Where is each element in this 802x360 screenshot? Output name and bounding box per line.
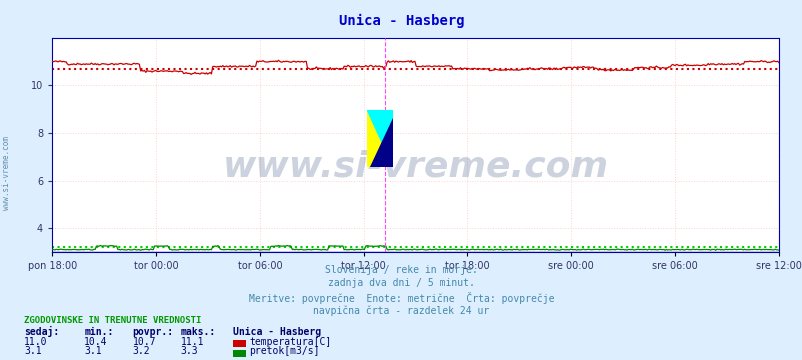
Text: navpična črta - razdelek 24 ur: navpična črta - razdelek 24 ur: [313, 306, 489, 316]
Text: www.si-vreme.com: www.si-vreme.com: [2, 136, 11, 210]
Text: 3.3: 3.3: [180, 346, 198, 356]
Text: povpr.:: povpr.:: [132, 327, 173, 337]
Text: www.si-vreme.com: www.si-vreme.com: [222, 149, 608, 183]
Text: 3.1: 3.1: [24, 346, 42, 356]
Text: 10.7: 10.7: [132, 337, 156, 347]
Text: maks.:: maks.:: [180, 327, 216, 337]
Text: ZGODOVINSKE IN TRENUTNE VREDNOSTI: ZGODOVINSKE IN TRENUTNE VREDNOSTI: [24, 316, 201, 325]
Text: Slovenija / reke in morje.: Slovenija / reke in morje.: [325, 265, 477, 275]
Text: 3.1: 3.1: [84, 346, 102, 356]
Text: Unica - Hasberg: Unica - Hasberg: [233, 327, 321, 337]
Text: 3.2: 3.2: [132, 346, 150, 356]
Text: Meritve: povprečne  Enote: metrične  Črta: povprečje: Meritve: povprečne Enote: metrične Črta:…: [249, 292, 553, 304]
Text: pretok[m3/s]: pretok[m3/s]: [249, 346, 319, 356]
Text: 11.0: 11.0: [24, 337, 47, 347]
Text: temperatura[C]: temperatura[C]: [249, 337, 330, 347]
Polygon shape: [367, 110, 392, 167]
Text: zadnja dva dni / 5 minut.: zadnja dva dni / 5 minut.: [328, 278, 474, 288]
Polygon shape: [369, 118, 392, 167]
Text: 11.1: 11.1: [180, 337, 204, 347]
Text: sedaj:: sedaj:: [24, 326, 59, 337]
Polygon shape: [367, 110, 392, 167]
Text: min.:: min.:: [84, 327, 114, 337]
Text: Unica - Hasberg: Unica - Hasberg: [338, 14, 464, 28]
Text: 10.4: 10.4: [84, 337, 107, 347]
